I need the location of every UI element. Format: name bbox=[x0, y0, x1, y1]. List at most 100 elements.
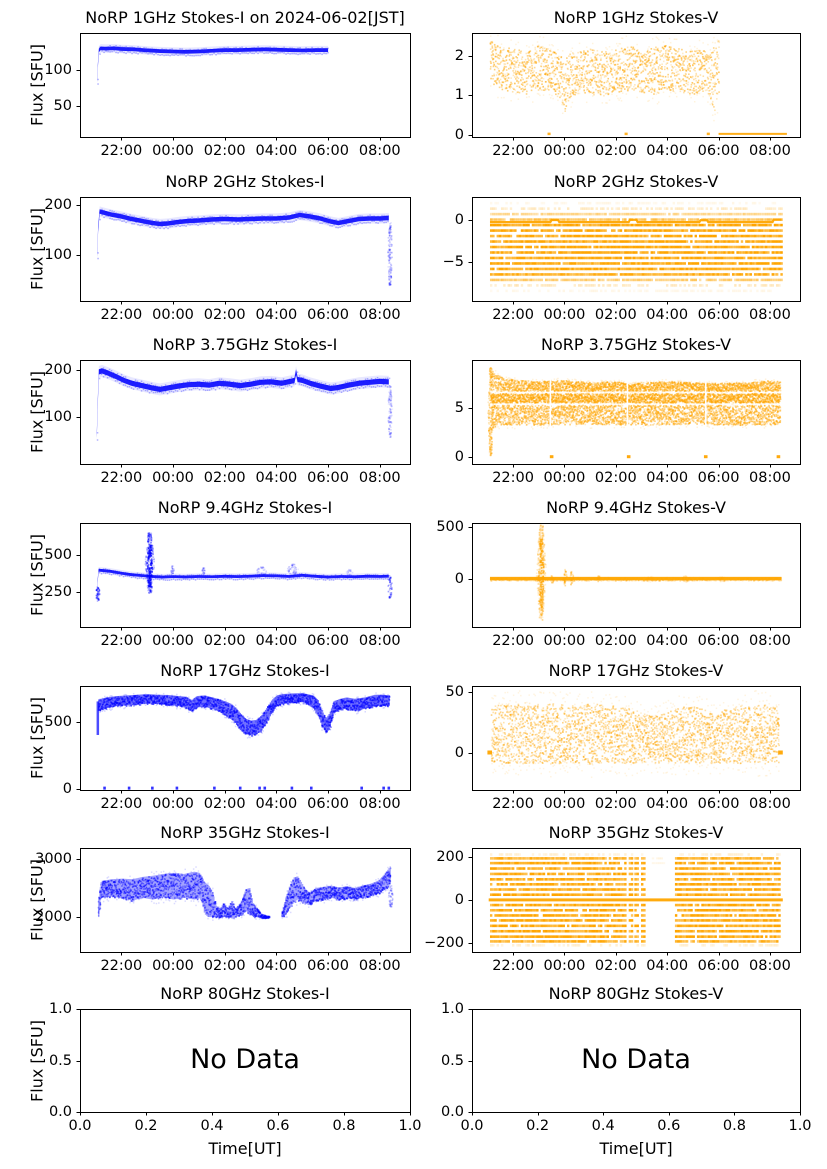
x-tick-label: 08:00 bbox=[749, 796, 791, 812]
x-tick-label: 02:00 bbox=[203, 307, 246, 323]
plot-title-norp-9.4ghz-stokes-v: NoRP 9.4GHz Stokes-V bbox=[546, 498, 726, 517]
x-tick-label: 22:00 bbox=[100, 470, 143, 486]
x-tick-label: 06:00 bbox=[697, 958, 740, 974]
y-tick-label: 500 bbox=[44, 547, 72, 564]
y-tick-label: 0.5 bbox=[48, 1052, 72, 1069]
plot-title-norp-80ghz-stokes-v: NoRP 80GHz Stokes-V bbox=[548, 984, 724, 1003]
x-tick-label: 0.0 bbox=[68, 1118, 92, 1134]
x-tick-label: 22:00 bbox=[100, 307, 143, 323]
x-tick-label: 04:00 bbox=[646, 633, 689, 649]
x-tick-label: 04:00 bbox=[646, 307, 689, 323]
x-tick-label: 06:00 bbox=[697, 143, 740, 159]
y-axis-label: Flux [SFU] bbox=[27, 697, 47, 779]
y-tick-label: 0 bbox=[454, 126, 464, 143]
x-tick-label: 04:00 bbox=[646, 470, 689, 486]
x-tick-label: 06:00 bbox=[307, 470, 349, 486]
x-tick-label: 22:00 bbox=[100, 958, 143, 974]
x-axis-label: Time[UT] bbox=[208, 1139, 282, 1158]
x-tick-label: 08:00 bbox=[358, 633, 401, 649]
x-tick-label: 08:00 bbox=[358, 796, 401, 812]
x-tick-label: 02:00 bbox=[594, 796, 637, 812]
plot-title-norp-1ghz-stokes-i: NoRP 1GHz Stokes-I on 2024-06-02[JST] bbox=[85, 8, 405, 27]
y-tick-label: 200 bbox=[44, 196, 72, 213]
x-tick-label: 22:00 bbox=[492, 143, 534, 159]
x-tick-label: 06:00 bbox=[697, 470, 740, 486]
y-axis-label: Flux [SFU] bbox=[27, 371, 47, 453]
y-tick-label: 1.0 bbox=[440, 1001, 464, 1017]
plot-title-norp-3.75ghz-stokes-i: NoRP 3.75GHz Stokes-I bbox=[152, 335, 338, 354]
plot-title-norp-9.4ghz-stokes-i: NoRP 9.4GHz Stokes-I bbox=[157, 498, 333, 517]
x-tick-label: 06:00 bbox=[307, 307, 349, 323]
x-tick-label: 0.8 bbox=[722, 1118, 746, 1134]
x-axis-label: Time[UT] bbox=[599, 1139, 673, 1158]
x-tick-label: 00:00 bbox=[543, 470, 586, 486]
y-tick-label: 100 bbox=[44, 62, 72, 79]
x-tick-label: 22:00 bbox=[492, 958, 534, 974]
x-tick-label: 02:00 bbox=[203, 958, 246, 974]
y-tick-label: 250 bbox=[44, 584, 72, 601]
y-tick-label: 100 bbox=[44, 409, 72, 426]
x-tick-label: 02:00 bbox=[203, 633, 246, 649]
x-tick-label: 02:00 bbox=[594, 633, 637, 649]
x-tick-label: 04:00 bbox=[255, 633, 298, 649]
x-tick-label: 00:00 bbox=[152, 958, 194, 974]
y-tick-label: −200 bbox=[424, 935, 464, 952]
x-tick-label: 22:00 bbox=[492, 633, 534, 649]
x-tick-label: 00:00 bbox=[152, 796, 194, 812]
x-tick-label: 08:00 bbox=[749, 307, 791, 323]
y-tick-label: 50 bbox=[53, 98, 72, 114]
plot-title-norp-80ghz-stokes-i: NoRP 80GHz Stokes-I bbox=[160, 984, 330, 1003]
y-tick-label: 500 bbox=[44, 713, 72, 730]
y-tick-label: 1.0 bbox=[48, 1001, 72, 1017]
plot-title-norp-2ghz-stokes-v: NoRP 2GHz Stokes-V bbox=[553, 172, 719, 191]
x-tick-label: 0.0 bbox=[460, 1118, 484, 1134]
x-tick-label: 0.4 bbox=[200, 1118, 224, 1134]
y-tick-label: 0.0 bbox=[48, 1104, 72, 1120]
x-tick-label: 0.2 bbox=[134, 1118, 158, 1134]
x-tick-label: 1.0 bbox=[788, 1118, 812, 1134]
y-tick-label: 1 bbox=[454, 87, 464, 104]
y-tick-label: 0.5 bbox=[440, 1052, 464, 1069]
x-tick-label: 06:00 bbox=[697, 307, 740, 323]
x-tick-label: 08:00 bbox=[358, 958, 401, 974]
y-tick-label: 0 bbox=[454, 448, 464, 465]
x-tick-label: 00:00 bbox=[152, 143, 194, 159]
y-tick-label: 0 bbox=[62, 780, 72, 797]
y-tick-label: 3000 bbox=[35, 850, 72, 867]
plot-title-norp-2ghz-stokes-i: NoRP 2GHz Stokes-I bbox=[165, 172, 325, 191]
x-tick-label: 1.0 bbox=[398, 1118, 422, 1134]
x-tick-label: 0.6 bbox=[657, 1118, 681, 1134]
y-tick-label: 0.0 bbox=[440, 1104, 464, 1120]
y-tick-label: 200 bbox=[44, 361, 72, 378]
plot-title-norp-3.75ghz-stokes-v: NoRP 3.75GHz Stokes-V bbox=[540, 335, 732, 354]
y-tick-label: 500 bbox=[436, 519, 464, 536]
x-tick-label: 00:00 bbox=[543, 796, 586, 812]
x-tick-label: 02:00 bbox=[594, 958, 637, 974]
x-tick-label: 22:00 bbox=[492, 796, 534, 812]
x-tick-label: 00:00 bbox=[543, 143, 586, 159]
x-tick-label: 06:00 bbox=[307, 796, 349, 812]
x-tick-label: 00:00 bbox=[543, 958, 586, 974]
y-axis-label: Flux [SFU] bbox=[27, 208, 47, 290]
y-axis-label: Flux [SFU] bbox=[27, 534, 47, 616]
x-tick-label: 04:00 bbox=[255, 143, 298, 159]
x-tick-label: 00:00 bbox=[152, 307, 194, 323]
x-tick-label: 08:00 bbox=[358, 143, 401, 159]
y-tick-label: 200 bbox=[436, 848, 464, 865]
x-tick-label: 06:00 bbox=[697, 796, 740, 812]
plot-title-norp-35ghz-stokes-i: NoRP 35GHz Stokes-I bbox=[160, 823, 330, 842]
y-tick-label: 2 bbox=[454, 48, 464, 65]
x-tick-label: 0.8 bbox=[332, 1118, 356, 1134]
x-tick-label: 06:00 bbox=[307, 633, 349, 649]
x-tick-label: 02:00 bbox=[203, 143, 246, 159]
x-tick-label: 08:00 bbox=[358, 470, 401, 486]
y-tick-label: 50 bbox=[445, 684, 464, 701]
x-tick-label: 22:00 bbox=[100, 143, 143, 159]
y-axis-label: Flux [SFU] bbox=[27, 1019, 47, 1102]
plot-title-norp-17ghz-stokes-v: NoRP 17GHz Stokes-V bbox=[548, 661, 724, 680]
x-tick-label: 02:00 bbox=[203, 796, 246, 812]
plot-title-norp-35ghz-stokes-v: NoRP 35GHz Stokes-V bbox=[548, 823, 724, 842]
x-tick-label: 00:00 bbox=[152, 633, 194, 649]
